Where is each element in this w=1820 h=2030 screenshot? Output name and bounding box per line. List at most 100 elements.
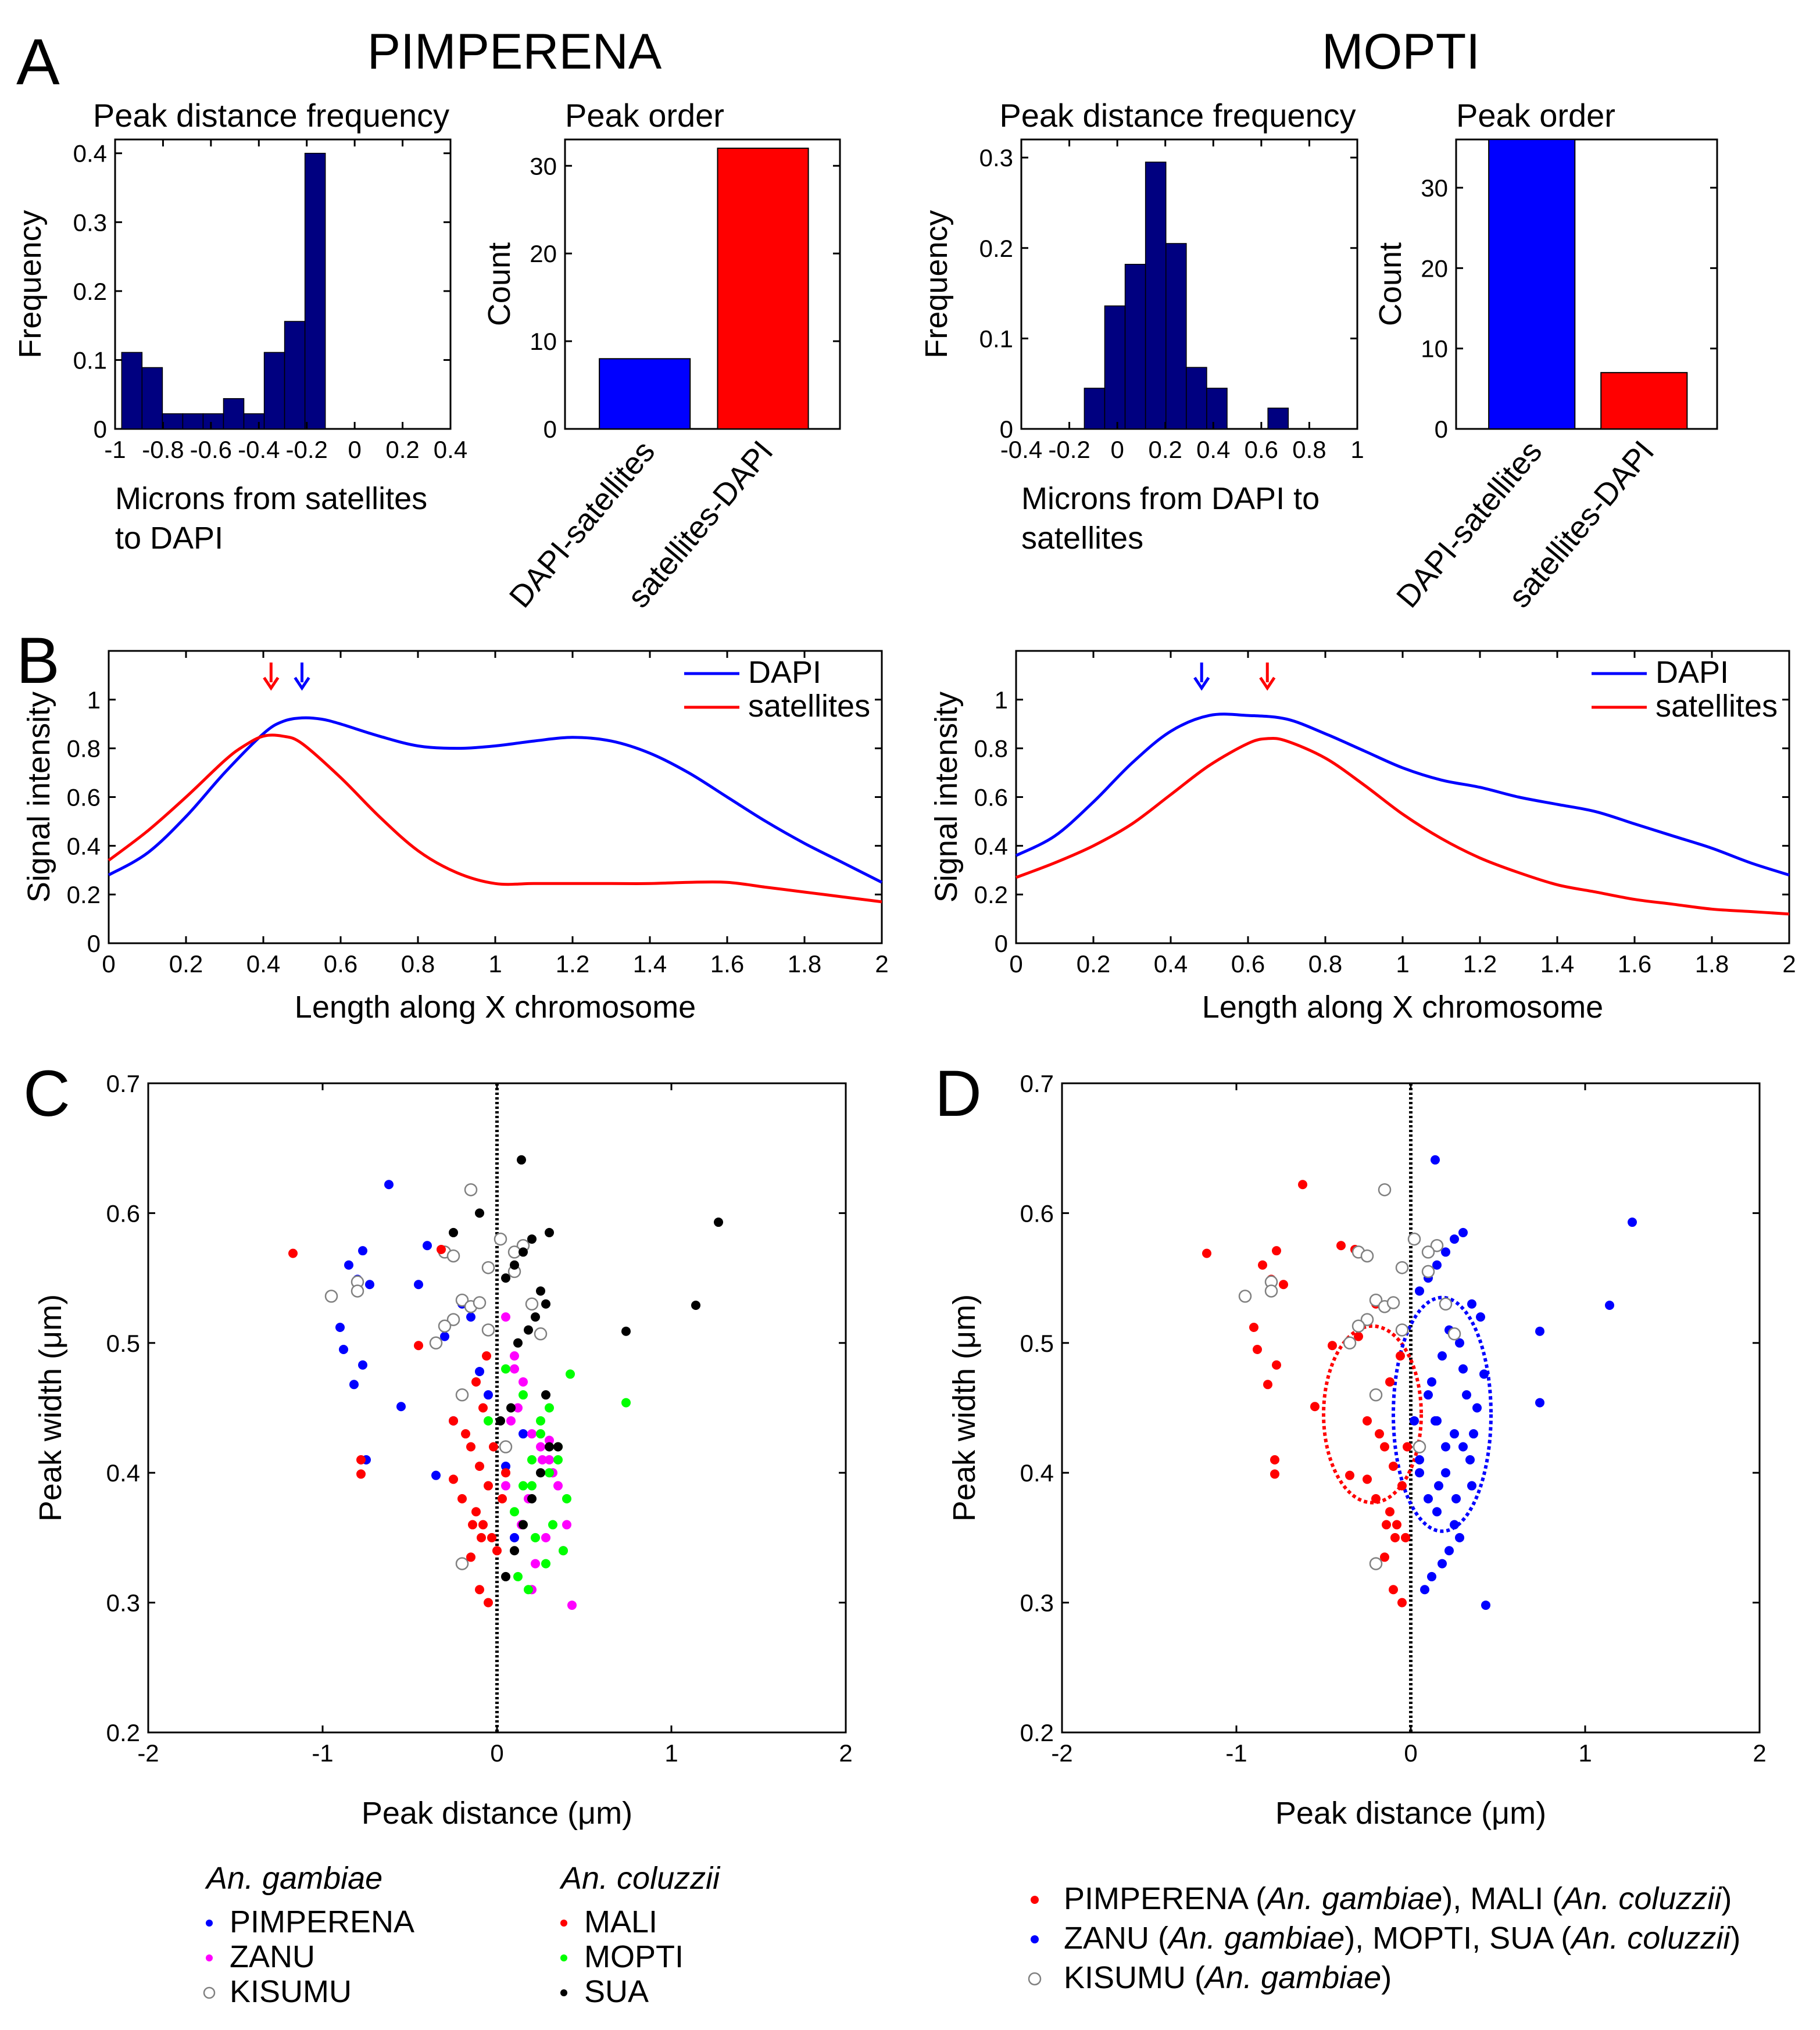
data-point-MALI	[414, 1341, 423, 1351]
data-point-ZANU, MOPTI, SUA	[1441, 1468, 1450, 1478]
data-point-ZANU	[506, 1416, 516, 1426]
count-bar	[1600, 372, 1688, 430]
y-tick-label: 0	[995, 930, 1008, 957]
data-point-ZANU, MOPTI, SUA	[1535, 1326, 1544, 1336]
x-tick-label: 0.4	[246, 950, 280, 978]
data-point-MALI	[437, 1244, 446, 1254]
data-point-ZANU	[519, 1377, 528, 1387]
data-point-SUA	[621, 1326, 631, 1336]
x-tick-label: 2	[839, 1739, 852, 1767]
data-point-MOPTI	[484, 1416, 493, 1426]
data-point-KISUMU	[1369, 1388, 1383, 1402]
data-point-PIMPERENA, MALI	[1375, 1429, 1384, 1439]
y-tick-label: 0.4	[106, 1459, 140, 1487]
data-point-PIMPERENA	[339, 1344, 348, 1354]
data-point-ZANU, MOPTI, SUA	[1441, 1442, 1450, 1452]
series-line-DAPI	[108, 716, 883, 884]
data-point-ZANU	[501, 1312, 510, 1322]
data-point-MOPTI	[524, 1585, 533, 1595]
y-tick-label: 1	[87, 686, 101, 714]
panel-letter-b: B	[16, 624, 60, 697]
data-point-MOPTI	[553, 1455, 563, 1465]
legend-label: satellites	[748, 689, 870, 724]
data-point-KISUMU	[481, 1323, 495, 1337]
data-point-ZANU, MOPTI, SUA	[1450, 1429, 1459, 1439]
x-tick-label: 0.6	[1231, 950, 1265, 978]
x-tick-label: 1.8	[1695, 950, 1729, 978]
data-point-PIMPERENA	[431, 1470, 441, 1480]
y-tick-label: 0.7	[1020, 1070, 1054, 1097]
data-point-PIMPERENA	[440, 1331, 449, 1341]
data-point-KISUMU	[1447, 1327, 1461, 1341]
histogram-bar	[121, 352, 143, 429]
data-point-ZANU, MOPTI, SUA	[1479, 1369, 1489, 1379]
legend-label-part: )	[1730, 1921, 1740, 1956]
data-point-MALI	[471, 1507, 481, 1517]
data-point-KISUMU	[1395, 1323, 1409, 1337]
data-point-SUA	[545, 1442, 554, 1452]
data-point-KISUMU	[324, 1290, 338, 1303]
data-point-ZANU, MOPTI, SUA	[1432, 1507, 1442, 1517]
data-point-PIMPERENA, MALI	[1363, 1416, 1372, 1426]
data-point-PIMPERENA, MALI	[1397, 1598, 1407, 1607]
legend-label-part: ZANU (	[1064, 1921, 1168, 1956]
y-tick-label: 0.4	[1020, 1459, 1054, 1487]
histogram-bar	[243, 413, 265, 429]
panel-letter-d: D	[935, 1057, 982, 1130]
x-tick-label: 0.8	[1292, 436, 1326, 463]
data-point-KISUMU	[455, 1388, 469, 1402]
data-point-KISUMU	[1343, 1336, 1357, 1350]
x-axis-label: Length along X chromosome	[1202, 990, 1603, 1025]
y-tick-label: 0.3	[106, 1589, 140, 1617]
data-point-KISUMU	[1395, 1261, 1409, 1274]
count-bar	[1488, 139, 1576, 429]
data-point-MOPTI	[519, 1390, 528, 1400]
data-point-ZANU, MOPTI, SUA	[1458, 1364, 1468, 1374]
series-line-DAPI	[1015, 713, 1790, 877]
data-point-KISUMU	[1369, 1293, 1383, 1307]
y-tick-label: 0.4	[974, 832, 1008, 860]
data-point-PIMPERENA, MALI	[1390, 1533, 1400, 1542]
data-point-PIMPERENA, MALI	[1336, 1241, 1346, 1251]
y-tick-label: 0.3	[73, 209, 107, 236]
data-point-PIMPERENA, MALI	[1345, 1470, 1354, 1480]
data-point-PIMPERENA, MALI	[1253, 1344, 1262, 1354]
x-tick-label: 0	[1009, 950, 1022, 978]
data-point-PIMPERENA, MALI	[1249, 1322, 1258, 1332]
data-point-KISUMU	[525, 1297, 539, 1311]
data-point-MALI	[498, 1494, 507, 1503]
data-point-ZANU	[553, 1481, 563, 1491]
x-tick-label: 0	[348, 436, 361, 463]
legend-label: PIMPERENA (An. gambiae), MALI (An. coluz…	[1064, 1881, 1732, 1916]
peak-arrow-head	[294, 676, 310, 691]
chart-title: Peak distance frequency	[999, 97, 1356, 134]
x-tick-label: 1	[1578, 1739, 1592, 1767]
data-point-MALI	[487, 1533, 496, 1542]
data-point-MOPTI	[621, 1398, 631, 1408]
x-axis-label: Length along X chromosome	[295, 990, 696, 1025]
chart-title: Peak distance frequency	[93, 97, 449, 134]
data-point-MOPTI	[559, 1546, 568, 1556]
data-point-ZANU, MOPTI, SUA	[1438, 1559, 1447, 1569]
pimperena-header: PIMPERENA	[367, 24, 662, 80]
legend-label: DAPI	[748, 655, 821, 690]
data-point-MALI	[356, 1469, 366, 1479]
x-tick-label: 1.2	[556, 950, 589, 978]
data-point-ZANU, MOPTI, SUA	[1415, 1468, 1424, 1478]
histogram-bar	[1084, 388, 1106, 429]
y-tick-label: 0.2	[67, 881, 101, 908]
data-point-ZANU, MOPTI, SUA	[1465, 1455, 1475, 1465]
x-tick-label: 0	[490, 1739, 503, 1767]
data-point-SUA	[519, 1247, 528, 1257]
data-point-PIMPERENA	[396, 1402, 406, 1412]
data-point-KISUMU	[499, 1440, 513, 1453]
histogram-bar	[263, 352, 285, 429]
data-point-SUA	[501, 1273, 510, 1283]
count-bar	[717, 148, 809, 429]
data-point-PIMPERENA, MALI	[1385, 1507, 1395, 1517]
data-point-ZANU	[510, 1351, 519, 1361]
legend-label-part: )	[1721, 1881, 1732, 1916]
data-point-PIMPERENA	[423, 1241, 432, 1251]
histogram-bar	[1165, 243, 1187, 429]
